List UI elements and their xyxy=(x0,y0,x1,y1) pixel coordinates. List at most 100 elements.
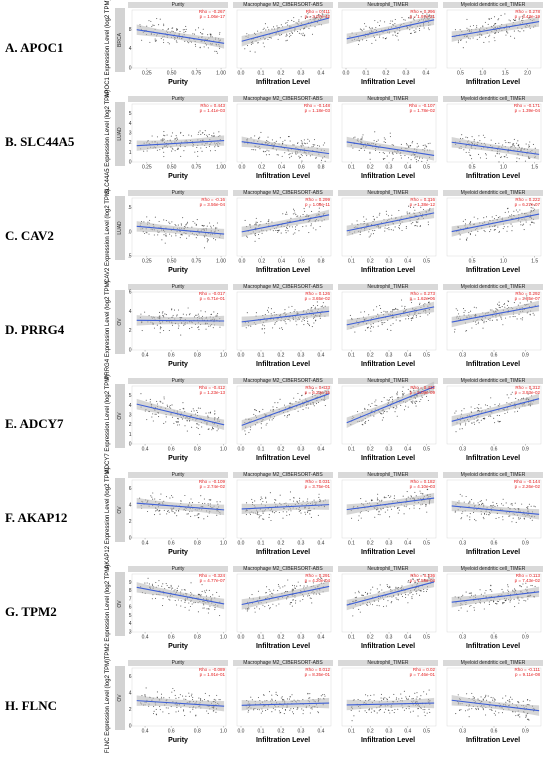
scatter-panel: Myeloid dendritic cell_TIMER 0.3 0.6 0.9 Rho… xyxy=(443,378,543,470)
data-point xyxy=(144,694,146,696)
data-point xyxy=(291,305,293,307)
data-point xyxy=(426,588,428,590)
data-point xyxy=(324,305,326,307)
data-point xyxy=(196,426,198,428)
y-tick-label: 6 xyxy=(129,674,132,680)
data-point xyxy=(482,516,484,518)
data-point xyxy=(177,418,179,420)
data-point xyxy=(168,511,170,513)
data-point xyxy=(392,24,394,26)
data-point xyxy=(494,155,496,157)
axis-ticks: 0.3 0.6 0.9 xyxy=(459,350,529,359)
data-point xyxy=(282,586,284,588)
data-point xyxy=(394,18,396,21)
data-point xyxy=(186,420,188,422)
data-point xyxy=(204,236,206,238)
data-point xyxy=(207,415,209,417)
axis-ticks: 0.0 0.1 0.2 0.3 0.4 xyxy=(238,68,325,77)
data-point xyxy=(169,233,171,235)
data-point xyxy=(466,18,468,20)
cancer-type-strip: OV xyxy=(115,290,125,354)
data-point xyxy=(216,514,218,516)
data-point xyxy=(493,24,495,27)
x-tick-label: 2.0 xyxy=(524,71,531,77)
data-point xyxy=(414,225,416,227)
data-point xyxy=(163,697,165,699)
data-point xyxy=(197,313,199,315)
data-point xyxy=(266,422,268,424)
data-point xyxy=(513,210,515,212)
x-tick-label: 0.5 xyxy=(423,165,430,171)
data-point xyxy=(322,157,324,159)
data-point xyxy=(414,402,416,404)
data-point xyxy=(460,39,462,41)
regression-line xyxy=(241,310,330,323)
data-point xyxy=(470,221,472,223)
data-point xyxy=(184,411,186,413)
x-tick-label: 0.3 xyxy=(459,541,466,547)
x-tick-label: 1.0 xyxy=(500,165,507,171)
data-point xyxy=(530,585,532,587)
data-point xyxy=(379,584,381,586)
data-point xyxy=(395,319,397,321)
y-tick-label: 2 xyxy=(129,328,132,334)
correlation-stats: Rho = 0.126 p = 3.65e-02 xyxy=(305,291,330,301)
correlation-stats: Rho = 0.222 p = 6.27e-07 xyxy=(515,197,540,207)
data-point xyxy=(205,146,207,148)
data-point xyxy=(199,32,202,34)
data-point xyxy=(264,606,266,608)
data-point xyxy=(147,577,149,579)
data-point xyxy=(357,138,359,140)
data-point xyxy=(412,18,414,20)
data-point xyxy=(171,691,173,693)
data-point xyxy=(359,512,361,514)
data-point xyxy=(428,297,430,299)
data-point xyxy=(416,593,418,595)
data-point xyxy=(295,214,297,216)
data-point xyxy=(166,513,168,515)
data-point xyxy=(509,316,511,318)
data-point xyxy=(299,497,301,499)
data-point xyxy=(532,312,534,314)
data-point xyxy=(210,325,212,327)
data-point xyxy=(299,29,301,31)
data-point xyxy=(258,608,260,610)
data-point xyxy=(532,143,534,145)
data-point xyxy=(194,314,197,316)
data-point xyxy=(180,334,182,336)
data-point xyxy=(190,135,193,137)
x-tick-label: 0.4 xyxy=(404,353,411,359)
data-point xyxy=(512,517,514,519)
data-point xyxy=(503,601,505,604)
data-point xyxy=(410,591,412,593)
data-point xyxy=(493,16,496,18)
data-point xyxy=(218,131,220,133)
scatter-panel: Macrophage M2_CIBERSORT-ABS 0.0 0.2 0.4 0.6 0… xyxy=(233,96,333,188)
data-point xyxy=(459,493,461,495)
y-axis-label: CAV2 Expression Level (log2 TPM) xyxy=(102,189,114,283)
gene-panel-label: A. APOC1 xyxy=(5,40,64,55)
data-point xyxy=(458,500,460,502)
data-point xyxy=(209,411,211,413)
data-point xyxy=(385,141,387,144)
data-point xyxy=(319,317,321,319)
axis-ticks: 0.1 0.2 0.3 0.4 0.5 xyxy=(348,256,430,265)
data-point xyxy=(271,139,273,141)
correlation-stats: Rho = 0.443 p = 1.41e-03 xyxy=(200,103,225,113)
data-point xyxy=(158,416,160,418)
x-axis-label: Purity xyxy=(168,643,188,650)
data-point xyxy=(459,29,461,31)
data-point xyxy=(427,574,429,576)
data-point xyxy=(172,148,174,150)
data-point xyxy=(471,499,473,501)
data-point xyxy=(490,588,492,591)
data-point xyxy=(190,582,192,584)
data-point xyxy=(246,44,249,47)
plot-area xyxy=(131,103,227,163)
data-point xyxy=(288,414,290,416)
data-point xyxy=(404,307,406,309)
data-point xyxy=(486,513,488,515)
data-point xyxy=(404,305,406,307)
